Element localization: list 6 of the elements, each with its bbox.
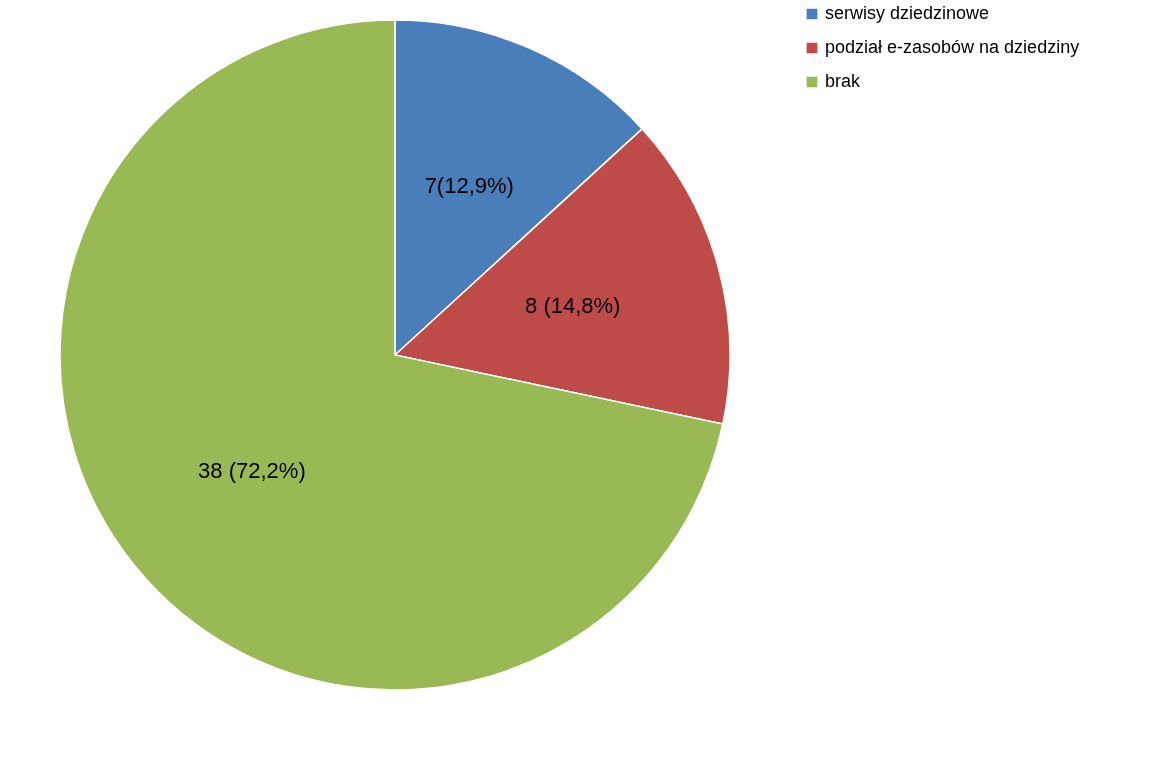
data-label: 7(12,9%) — [424, 173, 514, 199]
data-label: 38 (72,2%) — [198, 458, 306, 484]
data-label: 8 (14,8%) — [525, 293, 621, 319]
legend-label: brak — [825, 71, 862, 91]
legend-label: podział e-zasobów na dziedziny — [825, 37, 1080, 57]
legend-label: serwisy dziedzinowe — [825, 3, 990, 23]
